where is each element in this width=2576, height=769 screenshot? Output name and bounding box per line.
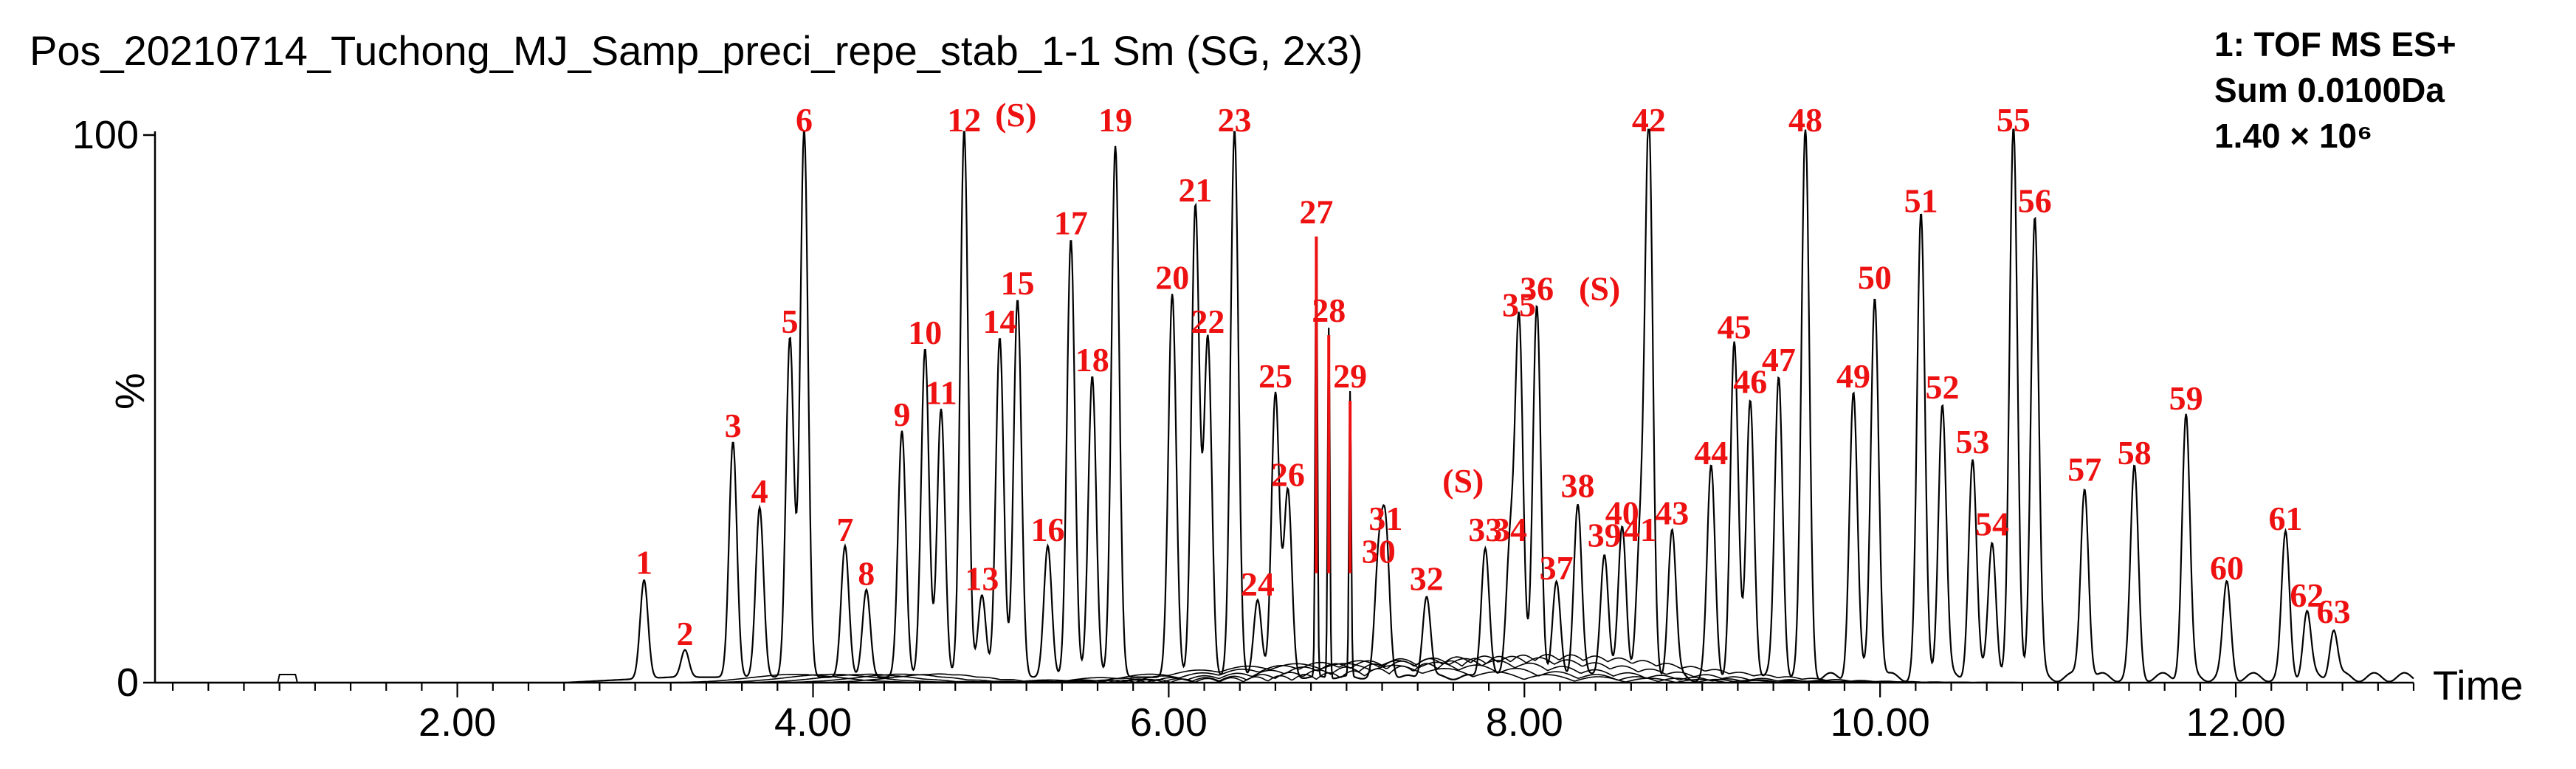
main-trace xyxy=(155,128,2414,684)
peak-label-17: 17 xyxy=(1054,204,1088,241)
peak-label-45: 45 xyxy=(1718,308,1752,345)
y-tick-label: 0 xyxy=(117,661,139,705)
axes: 0 100 2.00 4.00 6.00 8.00 10.00 12.00 xyxy=(72,113,2415,745)
peak-label-51: 51 xyxy=(1904,182,1938,220)
peak-label-11: 11 xyxy=(925,373,957,411)
peak-label-60: 60 xyxy=(2210,549,2244,587)
peak-label-16: 16 xyxy=(1031,511,1065,548)
peak-label-44: 44 xyxy=(1694,434,1728,472)
y-tick-label: 100 xyxy=(72,113,139,157)
peak-label-41: 41 xyxy=(1623,511,1657,548)
chromatogram-traces xyxy=(155,128,2414,684)
annotation-s-33: (S) xyxy=(1442,462,1484,500)
peak-label-27: 27 xyxy=(1299,193,1333,231)
peak-label-37: 37 xyxy=(1540,549,1574,587)
peak-label-34: 34 xyxy=(1493,511,1527,548)
peak-label-39: 39 xyxy=(1588,516,1622,554)
chart-title: Pos_20210714_Tuchong_MJ_Samp_preci_repe_… xyxy=(30,27,1363,74)
peak-labels: 1234567891011121314151617181920212223242… xyxy=(636,96,2350,652)
background-trace xyxy=(155,654,2414,683)
peak-label-12: 12 xyxy=(947,101,981,139)
peak-label-13: 13 xyxy=(965,560,999,598)
peak-label-32: 32 xyxy=(1410,560,1444,598)
peak-label-61: 61 xyxy=(2269,500,2303,537)
peak-label-59: 59 xyxy=(2169,379,2203,417)
peak-label-19: 19 xyxy=(1098,101,1132,139)
peak-label-20: 20 xyxy=(1155,259,1189,297)
peak-label-21: 21 xyxy=(1179,171,1213,209)
peak-label-62: 62 xyxy=(2290,576,2324,614)
peak-label-43: 43 xyxy=(1655,494,1689,532)
peak-label-10: 10 xyxy=(908,314,942,351)
x-tick-label: 2.00 xyxy=(419,700,496,745)
peak-label-42: 42 xyxy=(1632,101,1666,139)
peak-label-35: 35 xyxy=(1502,286,1536,324)
peak-label-1: 1 xyxy=(636,543,652,581)
peak-label-52: 52 xyxy=(1925,368,1959,406)
peak-label-4: 4 xyxy=(751,472,768,510)
peak-label-5: 5 xyxy=(782,303,799,340)
info-line-2: Sum 0.0100Da xyxy=(2214,71,2445,109)
peak-label-14: 14 xyxy=(982,303,1016,340)
peak-label-54: 54 xyxy=(1975,506,2009,543)
peak-label-26: 26 xyxy=(1271,456,1305,494)
peak-label-47: 47 xyxy=(1762,341,1796,379)
peak-label-22: 22 xyxy=(1191,303,1225,340)
peak-label-55: 55 xyxy=(1997,101,2031,139)
peak-label-24: 24 xyxy=(1241,565,1275,603)
x-tick-label: 6.00 xyxy=(1130,700,1208,745)
peak-label-3: 3 xyxy=(725,407,742,444)
peak-label-56: 56 xyxy=(2018,182,2052,220)
peak-label-25: 25 xyxy=(1258,357,1292,395)
peak-label-23: 23 xyxy=(1218,101,1252,139)
peak-label-48: 48 xyxy=(1788,101,1822,139)
peak-label-57: 57 xyxy=(2067,450,2101,488)
peak-label-63: 63 xyxy=(2317,593,2351,630)
peak-label-53: 53 xyxy=(1955,423,1989,461)
peak-label-31: 31 xyxy=(1368,500,1402,537)
peak-label-30: 30 xyxy=(1362,533,1396,570)
x-axis-label: Time xyxy=(2433,662,2523,708)
x-tick-label: 12.00 xyxy=(2186,700,2285,745)
peak-label-7: 7 xyxy=(836,511,853,548)
annotation-s-12: (S) xyxy=(995,96,1036,134)
peak-label-2: 2 xyxy=(677,615,694,652)
info-line-3: 1.40 × 10⁶ xyxy=(2214,117,2372,155)
peak-label-38: 38 xyxy=(1561,467,1595,505)
x-tick-label: 10.00 xyxy=(1831,700,1930,745)
peak-label-8: 8 xyxy=(858,554,875,592)
info-line-1: 1: TOF MS ES+ xyxy=(2214,25,2456,63)
peak-label-6: 6 xyxy=(796,101,813,139)
peak-label-58: 58 xyxy=(2118,434,2152,472)
x-tick-label: 4.00 xyxy=(774,700,852,745)
peak-label-36: 36 xyxy=(1520,269,1554,307)
peak-label-49: 49 xyxy=(1836,357,1870,395)
peak-label-29: 29 xyxy=(1333,357,1367,395)
peak-label-40: 40 xyxy=(1605,494,1639,532)
peak-label-50: 50 xyxy=(1858,259,1892,297)
annotation-s-36: (S) xyxy=(1579,269,1620,307)
peak-label-33: 33 xyxy=(1468,511,1502,548)
peak-label-9: 9 xyxy=(893,396,910,433)
peak-label-15: 15 xyxy=(1001,264,1035,302)
y-axis-label: % xyxy=(106,373,153,410)
peak-label-18: 18 xyxy=(1075,341,1109,379)
peak-label-46: 46 xyxy=(1733,363,1767,401)
x-tick-label: 8.00 xyxy=(1486,700,1563,745)
